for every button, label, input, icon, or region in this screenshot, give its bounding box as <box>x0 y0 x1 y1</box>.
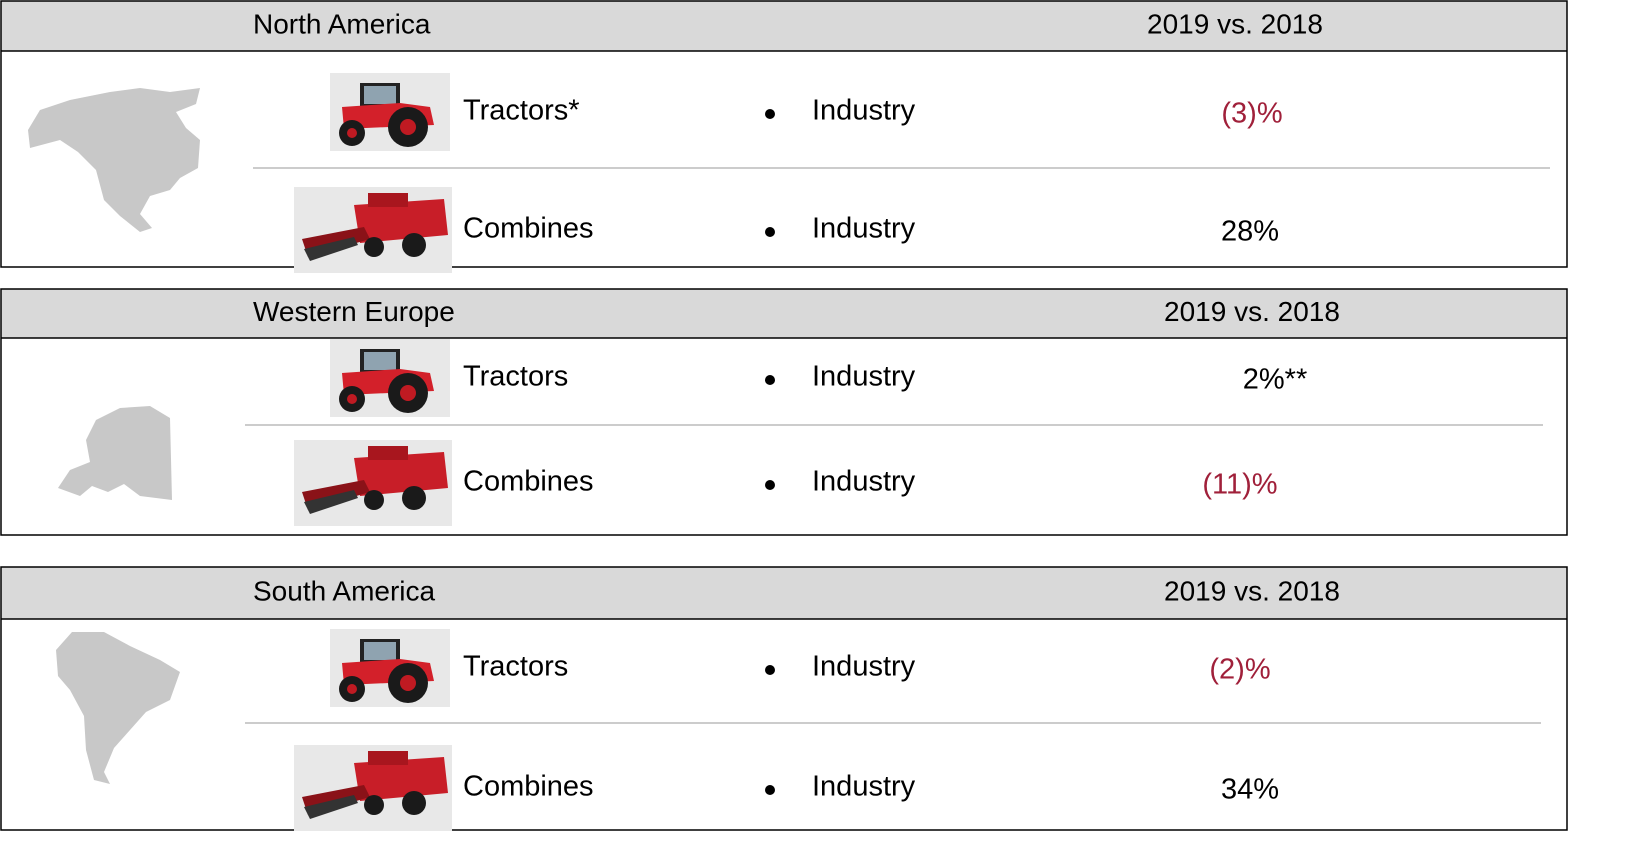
section-header-band <box>1 1 1567 51</box>
combine-image <box>294 440 452 526</box>
change-value: (11)% <box>1202 469 1277 501</box>
measure-label: Industry <box>812 651 916 683</box>
product-name: Tractors <box>463 651 568 683</box>
period-label: 2019 vs. 2018 <box>1164 575 1340 606</box>
product-name: Combines <box>463 771 594 803</box>
measure-label: Industry <box>812 771 916 803</box>
region-title: South America <box>253 575 436 606</box>
bullet <box>765 227 775 237</box>
north-america-map <box>28 88 200 232</box>
period-label: 2019 vs. 2018 <box>1147 8 1323 39</box>
tractor-image <box>330 339 450 417</box>
europe-map <box>58 406 172 500</box>
change-value: (3)% <box>1221 98 1282 130</box>
measure-label: Industry <box>812 213 916 245</box>
region-section: South America 2019 vs. 2018 Tractors Indust… <box>1 567 1567 831</box>
change-value: 34% <box>1221 774 1279 806</box>
slide: North America 2019 vs. 2018 Tractors* Indus… <box>0 0 1627 861</box>
product-name: Combines <box>463 213 594 245</box>
tractor-image <box>330 73 450 151</box>
measure-label: Industry <box>812 466 916 498</box>
change-value: 28% <box>1221 216 1279 248</box>
region-title: Western Europe <box>253 296 455 327</box>
combine-image <box>294 745 452 831</box>
change-value: 2%** <box>1243 364 1308 396</box>
product-name: Tractors <box>463 361 568 393</box>
bullet <box>765 375 775 385</box>
region-maps <box>28 88 200 784</box>
measure-label: Industry <box>812 361 916 393</box>
change-value: (2)% <box>1209 654 1270 686</box>
region-section: North America 2019 vs. 2018 Tractors* Indus… <box>1 1 1567 273</box>
tractor-image <box>330 629 450 707</box>
combine-image <box>294 187 452 273</box>
bullet <box>765 109 775 119</box>
region-section: Western Europe 2019 vs. 2018 Tractors Indus… <box>1 289 1567 535</box>
product-name: Tractors* <box>463 95 580 127</box>
bullet <box>765 480 775 490</box>
measure-label: Industry <box>812 95 916 127</box>
product-name: Combines <box>463 466 594 498</box>
bullet <box>765 665 775 675</box>
region-title: North America <box>253 8 431 39</box>
period-label: 2019 vs. 2018 <box>1164 296 1340 327</box>
south-america-map <box>56 632 180 784</box>
bullet <box>765 785 775 795</box>
